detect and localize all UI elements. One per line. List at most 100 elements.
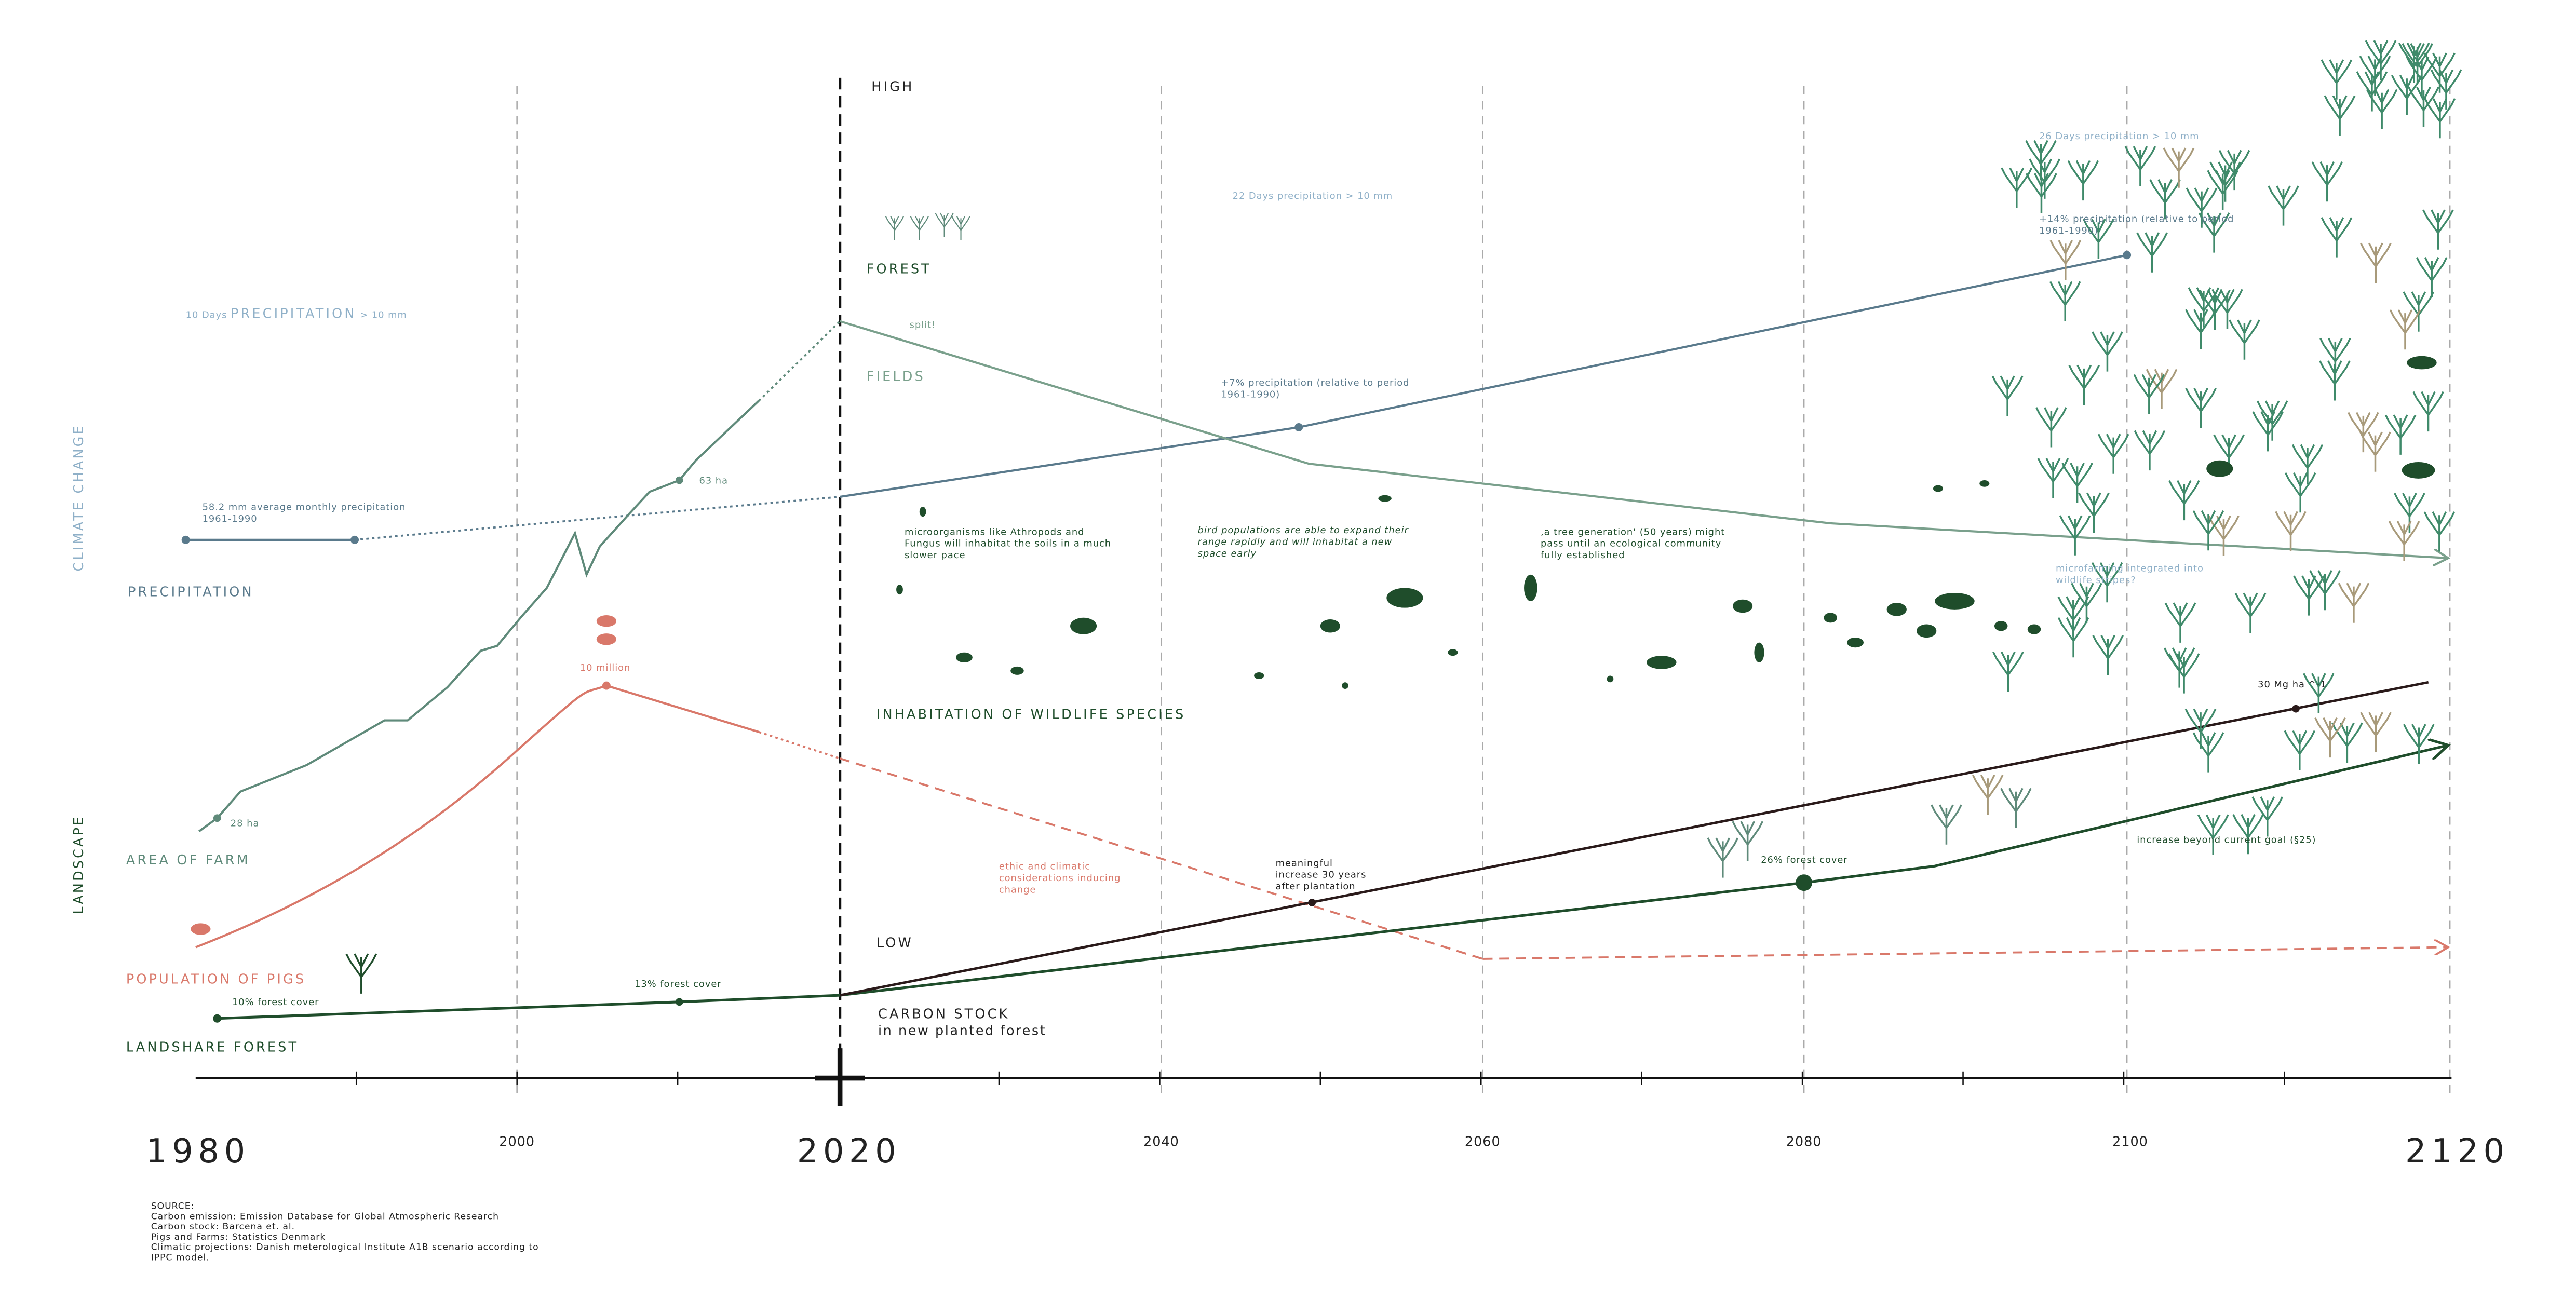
annotation: space early xyxy=(1198,548,1257,559)
tree-icon xyxy=(2403,723,2435,765)
annotation: 26 Days precipitation > 10 mm xyxy=(2039,131,2199,142)
illustrations xyxy=(345,39,2462,995)
annotation: considerations inducing xyxy=(999,873,1121,884)
animal-icon xyxy=(1754,642,1764,662)
annotation: increase 30 years xyxy=(1276,870,1367,881)
annotation: 1961-1990 xyxy=(203,513,258,524)
annotation: 10 million xyxy=(580,662,630,673)
animal-icon xyxy=(1386,588,1423,608)
tree-icon xyxy=(2097,433,2129,475)
year-label: 2040 xyxy=(1143,1134,1179,1149)
annotation: 28 ha xyxy=(231,818,259,829)
tree-icon xyxy=(1992,651,2024,693)
tree-icon xyxy=(2192,732,2224,774)
tree-icon xyxy=(2416,256,2448,299)
tree-icon xyxy=(2168,653,2200,695)
tree-icon xyxy=(2275,510,2307,552)
tree-icon xyxy=(2163,147,2195,189)
tree-icon xyxy=(2284,729,2316,771)
tree-icon xyxy=(2133,373,2165,415)
tree-icon xyxy=(2338,582,2370,624)
tree-icon xyxy=(2068,364,2100,406)
animal-icon xyxy=(2206,460,2233,477)
tree-icon xyxy=(910,215,929,241)
annotation: ethic and climatic xyxy=(999,861,1090,872)
curves xyxy=(185,254,2448,1020)
animal-icon xyxy=(955,652,973,662)
series-label: CARBON STOCK xyxy=(878,1007,1009,1022)
tree-icon xyxy=(2091,331,2123,373)
tree-icon xyxy=(2185,387,2217,429)
animal-icon xyxy=(1935,592,1975,610)
tree-icon xyxy=(345,953,377,995)
scale-label: HIGH xyxy=(871,79,914,94)
scale-label: LOW xyxy=(876,936,913,951)
tree-icon xyxy=(2035,407,2067,449)
tree-icon xyxy=(2423,511,2456,553)
source-line: Pigs and Farms: Statistics Denmark xyxy=(151,1232,326,1242)
tree-icon xyxy=(2268,185,2299,227)
tree-icon xyxy=(1707,837,1739,879)
tree-icon xyxy=(2184,308,2217,350)
annotation: microfarming integrated into xyxy=(2056,563,2204,574)
tree-icon xyxy=(2359,431,2391,473)
series-label: INHABITATION OF WILDLIFE SPECIES xyxy=(876,707,1186,722)
source-line: Carbon emission: Emission Database for G… xyxy=(151,1211,499,1222)
tree-icon xyxy=(2000,787,2032,829)
tree-icon xyxy=(2324,94,2356,137)
annotation: 63 ha xyxy=(699,475,728,486)
tree-icon xyxy=(2412,390,2445,432)
side-label: CLIMATE CHANGE xyxy=(71,424,87,571)
animal-icon xyxy=(1607,675,1614,683)
tree-icon xyxy=(1972,774,2004,816)
year-label: 2120 xyxy=(2405,1132,2510,1171)
animal-icon xyxy=(1979,480,1990,487)
tree-icon xyxy=(2164,602,2196,644)
annotation: Fungus will inhabitat the soils in a muc… xyxy=(905,538,1111,549)
side-label: LANDSCAPE xyxy=(71,815,87,914)
header-part: PRECIPITATION xyxy=(231,306,357,321)
tree-icon xyxy=(2207,169,2239,211)
animal-icon xyxy=(2027,624,2041,634)
tree-icon xyxy=(2134,429,2166,471)
animal-icon xyxy=(1342,682,1348,689)
animal-icon xyxy=(1994,621,2008,631)
series-label: LANDSHARE FOREST xyxy=(126,1040,299,1055)
annotation: +14% precipitation (relative to period xyxy=(2039,213,2234,224)
tree-icon xyxy=(2256,400,2288,442)
time-axis xyxy=(195,1048,2452,1106)
annotation: 22 Days precipitation > 10 mm xyxy=(1233,191,1393,201)
tree-icon xyxy=(2321,59,2353,101)
year-label: 2100 xyxy=(2112,1134,2148,1149)
tree-icon xyxy=(2293,575,2325,617)
tree-icon xyxy=(2228,319,2260,361)
annotation: 30 Mg ha ^-1 xyxy=(2258,679,2327,690)
annotation: 58.2 mm average monthly precipitation xyxy=(203,502,406,512)
annotation: range rapidly and will inhabitat a new xyxy=(1198,536,1393,547)
year-label: 2060 xyxy=(1465,1134,1501,1149)
animal-icon xyxy=(1647,656,1677,669)
tree-icon xyxy=(2422,209,2454,251)
annotation: increase beyond current goal (§25) xyxy=(2137,835,2316,846)
animal-icon xyxy=(1010,666,1024,675)
tree-icon xyxy=(2393,492,2425,534)
animal-icon xyxy=(1320,619,1340,633)
tree-icon xyxy=(2049,280,2081,322)
tree-icon xyxy=(2067,159,2099,201)
animal-icon xyxy=(1254,672,1264,679)
animal-icon xyxy=(919,507,926,517)
tree-icon xyxy=(2061,462,2094,504)
tree-icon xyxy=(2311,160,2343,203)
points xyxy=(181,251,2300,1023)
labels: CLIMATE CHANGE LANDSCAPE HIGH LOW FOREST… xyxy=(71,79,2510,1171)
annotation: 13% forest cover xyxy=(635,979,721,990)
tree-icon xyxy=(2251,796,2284,838)
grid xyxy=(516,77,2451,1102)
tree-icon xyxy=(2360,711,2392,753)
year-label: 2020 xyxy=(797,1132,901,1171)
tree-icon xyxy=(2389,308,2421,351)
tree-icon xyxy=(1732,820,1764,862)
land-label: FIELDS xyxy=(867,369,925,385)
